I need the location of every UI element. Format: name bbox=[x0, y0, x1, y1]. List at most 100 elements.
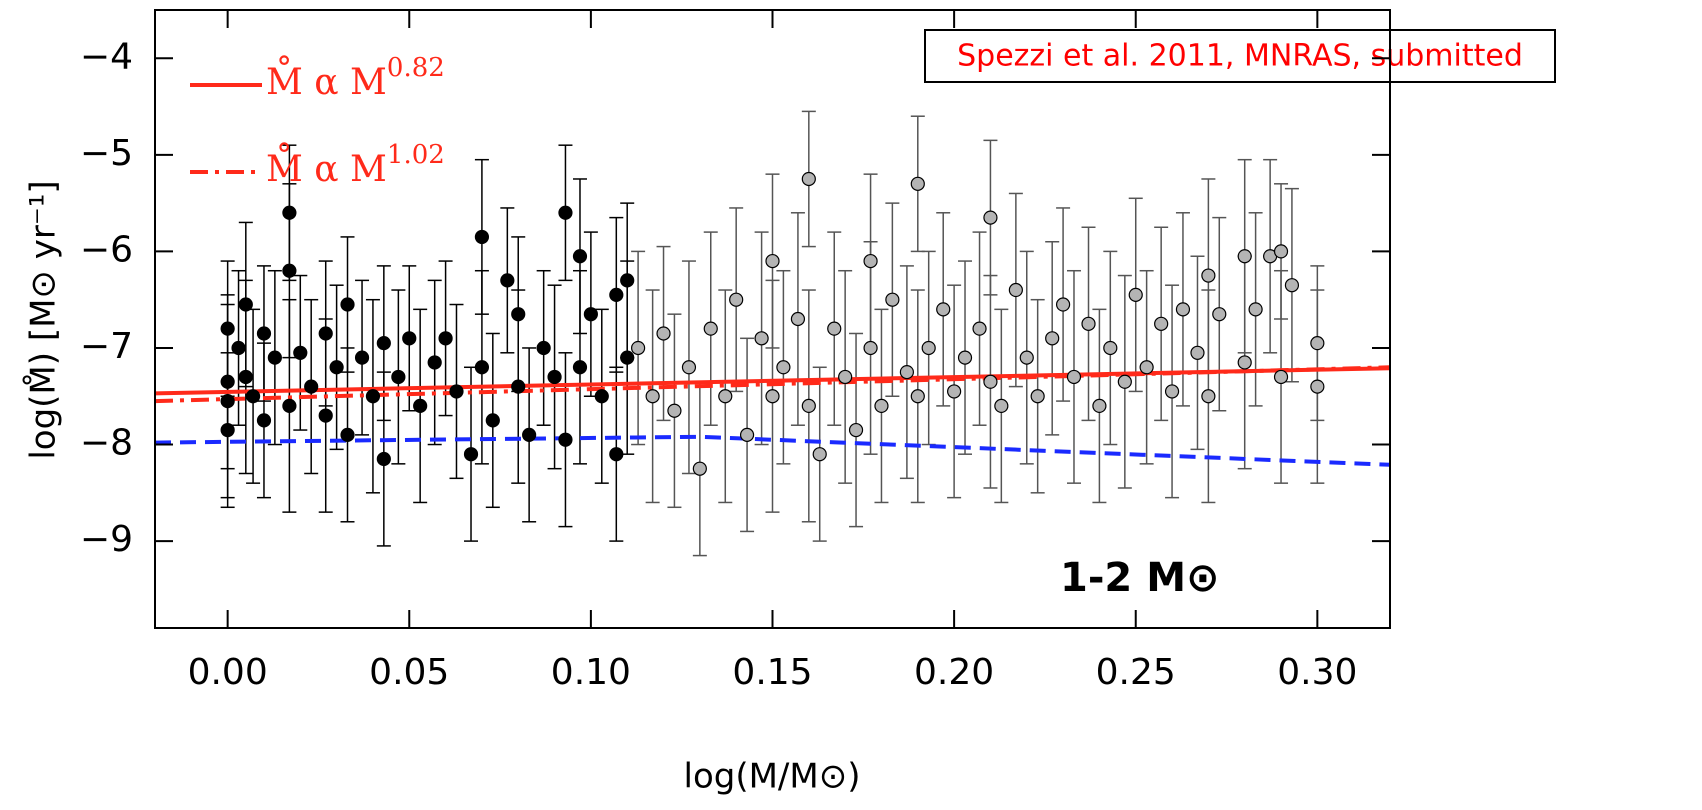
point bbox=[474, 360, 490, 375]
point bbox=[1310, 379, 1325, 394]
point bbox=[340, 297, 355, 312]
point bbox=[438, 331, 453, 346]
point bbox=[500, 273, 515, 288]
point bbox=[231, 340, 246, 356]
point bbox=[572, 249, 588, 264]
point bbox=[1092, 398, 1107, 414]
point bbox=[765, 389, 780, 404]
point bbox=[1139, 360, 1154, 375]
point bbox=[256, 326, 272, 341]
point bbox=[427, 355, 442, 370]
point bbox=[220, 321, 235, 336]
point bbox=[391, 369, 406, 385]
x-tick-label: 0.00 bbox=[188, 652, 268, 693]
point bbox=[910, 389, 925, 404]
point bbox=[293, 345, 308, 360]
point bbox=[572, 360, 588, 375]
point bbox=[957, 350, 973, 365]
point bbox=[765, 253, 780, 269]
legend-name: M̊ α M bbox=[266, 142, 387, 190]
point bbox=[238, 297, 253, 312]
point bbox=[645, 389, 660, 404]
point bbox=[511, 307, 526, 322]
point bbox=[1055, 297, 1071, 312]
point bbox=[1164, 384, 1180, 399]
fit-line bbox=[155, 365, 1390, 404]
point bbox=[692, 461, 707, 476]
point bbox=[282, 398, 297, 414]
point bbox=[1175, 302, 1191, 317]
point bbox=[874, 398, 889, 414]
point bbox=[402, 331, 417, 346]
point bbox=[1310, 336, 1325, 351]
x-tick-label: 0.20 bbox=[914, 652, 994, 693]
point bbox=[899, 365, 914, 380]
point bbox=[583, 307, 598, 322]
point bbox=[1008, 282, 1023, 298]
legend-label: M̊ α M1.02 bbox=[266, 140, 445, 190]
point bbox=[631, 340, 646, 356]
point bbox=[282, 263, 297, 278]
annotation: Spezzi et al. 2011, MNRAS, submitted bbox=[957, 39, 1523, 74]
point bbox=[667, 403, 682, 418]
point bbox=[1154, 316, 1169, 331]
point bbox=[1201, 268, 1216, 283]
plot-area bbox=[155, 110, 1390, 557]
legend-name: M̊ α M bbox=[266, 55, 387, 103]
point bbox=[1248, 302, 1263, 317]
point bbox=[413, 398, 428, 414]
point bbox=[1066, 369, 1082, 385]
point bbox=[1212, 307, 1227, 322]
point bbox=[1103, 340, 1118, 356]
point bbox=[1128, 287, 1143, 302]
point bbox=[739, 427, 755, 442]
point bbox=[304, 379, 319, 394]
point bbox=[282, 205, 297, 220]
point bbox=[1237, 249, 1252, 264]
point bbox=[812, 447, 827, 462]
y-tick-label: −6 bbox=[80, 229, 133, 270]
point bbox=[558, 205, 573, 220]
x-tick-label: 0.05 bbox=[369, 652, 449, 693]
legend-exponent: 1.02 bbox=[387, 140, 445, 170]
point bbox=[1030, 389, 1045, 404]
point bbox=[220, 374, 235, 389]
x-tick-label: 0.30 bbox=[1277, 652, 1357, 693]
x-tick-label: 0.15 bbox=[732, 652, 812, 693]
x-axis-label: log(M/M⊙) bbox=[684, 757, 861, 797]
point bbox=[1284, 278, 1300, 293]
point bbox=[1273, 369, 1289, 385]
annotation: 1-2 M⊙ bbox=[1060, 555, 1220, 601]
point bbox=[1081, 316, 1096, 331]
point bbox=[936, 302, 951, 317]
point bbox=[994, 398, 1009, 414]
point bbox=[790, 311, 806, 327]
point bbox=[376, 336, 391, 351]
point bbox=[256, 413, 272, 428]
y-axis-label: log(M̊) [M⊙ yr⁻¹] bbox=[21, 180, 63, 459]
point bbox=[1201, 389, 1216, 404]
legend-exponent: 0.82 bbox=[387, 53, 445, 83]
point bbox=[558, 432, 573, 447]
point bbox=[848, 422, 864, 438]
point bbox=[511, 379, 526, 394]
point bbox=[376, 451, 391, 467]
point bbox=[238, 369, 253, 385]
point bbox=[1117, 374, 1132, 389]
point bbox=[656, 326, 671, 341]
y-tick-label: −8 bbox=[80, 423, 133, 464]
point bbox=[547, 369, 562, 385]
point bbox=[220, 422, 235, 438]
point bbox=[863, 253, 878, 269]
point bbox=[609, 287, 624, 302]
point bbox=[609, 447, 624, 462]
point bbox=[318, 408, 333, 423]
point bbox=[983, 374, 998, 389]
point bbox=[729, 292, 744, 307]
x-tick-label: 0.25 bbox=[1096, 652, 1176, 693]
point bbox=[485, 413, 500, 428]
point bbox=[474, 229, 490, 245]
point bbox=[522, 427, 537, 442]
